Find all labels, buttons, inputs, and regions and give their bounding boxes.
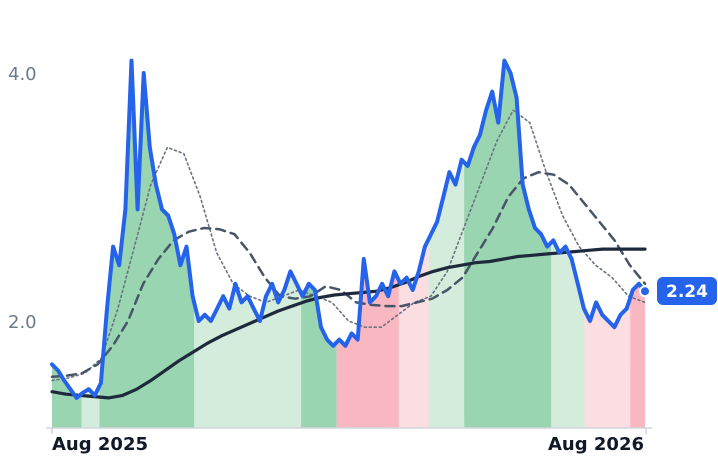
trend-band-down-strong (336, 265, 399, 428)
trend-band-up-strong (52, 364, 82, 428)
last-value-dot (639, 285, 651, 298)
last-value-badge (657, 277, 717, 305)
trend-band-down-weak (584, 297, 631, 428)
mid-ma-line (50, 170, 647, 379)
x-tick-label: Aug 2026 (548, 434, 644, 455)
trend-band-up-weak (194, 271, 302, 428)
fast-ma-line (51, 109, 646, 382)
trend-band-up-weak (428, 160, 465, 429)
trend-band-down-strong (630, 284, 645, 428)
y-tick-label: 4.0 (8, 64, 37, 85)
series-lines (50, 58, 647, 400)
price-line (50, 58, 647, 400)
slow-ma-line (50, 247, 647, 400)
trend-band-down-weak (398, 239, 429, 428)
x-tick-label: Aug 2025 (52, 434, 148, 455)
trend-band-up-strong (464, 62, 552, 429)
last-value-label: 2.24 (666, 282, 708, 302)
trend-band-up-strong (99, 82, 195, 429)
trend-bands (52, 62, 645, 429)
y-tick-label: 2.0 (8, 312, 37, 333)
trend-band-up-strong (301, 284, 337, 428)
trend-band-up-weak (551, 240, 585, 428)
